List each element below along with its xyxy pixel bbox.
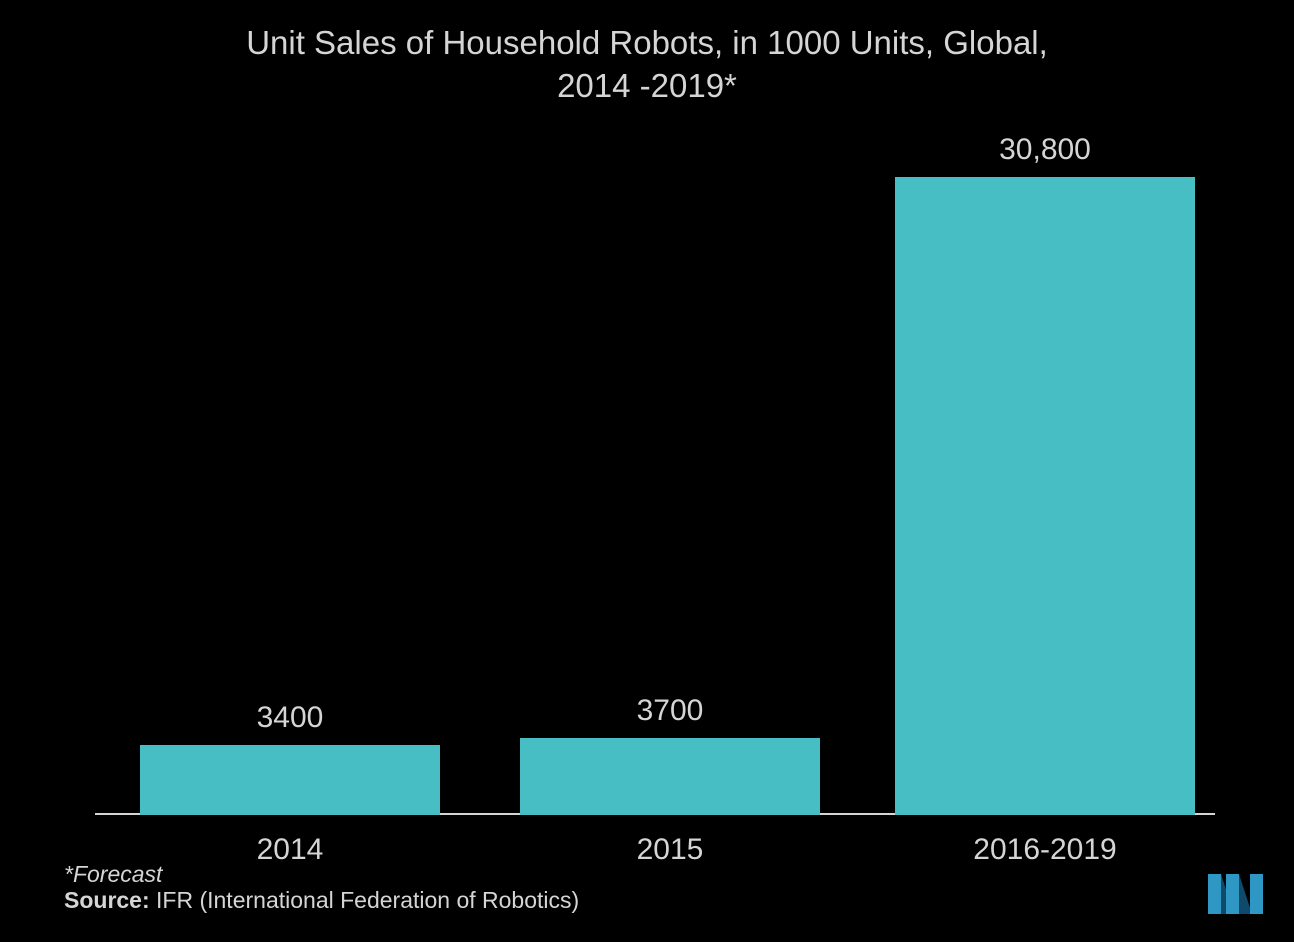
bar <box>140 745 440 815</box>
bar-slot: 3400 <box>140 701 440 815</box>
x-axis-category-label: 2015 <box>520 833 820 867</box>
chart-plot-area: 3400 3700 30,800 <box>95 125 1215 815</box>
bar <box>520 738 820 815</box>
bar-value-label: 3700 <box>637 694 704 728</box>
x-axis-category-label: 2016-2019 <box>895 833 1195 867</box>
source-prefix: Source: <box>64 887 156 913</box>
x-axis-category-label: 2014 <box>140 833 440 867</box>
source-attribution: Source: IFR (International Federation of… <box>64 887 579 914</box>
bar-value-label: 3400 <box>257 701 324 735</box>
bar-slot: 30,800 <box>895 133 1195 815</box>
bar-slot: 3700 <box>520 694 820 815</box>
source-text: IFR (International Federation of Robotic… <box>156 887 579 913</box>
chart-title: Unit Sales of Household Robots, in 1000 … <box>0 22 1294 108</box>
chart-title-line1: Unit Sales of Household Robots, in 1000 … <box>246 24 1048 61</box>
publisher-logo <box>1208 874 1268 914</box>
bar-value-label: 30,800 <box>999 133 1091 167</box>
bar <box>895 177 1195 815</box>
chart-title-line2: 2014 -2019* <box>557 67 737 104</box>
